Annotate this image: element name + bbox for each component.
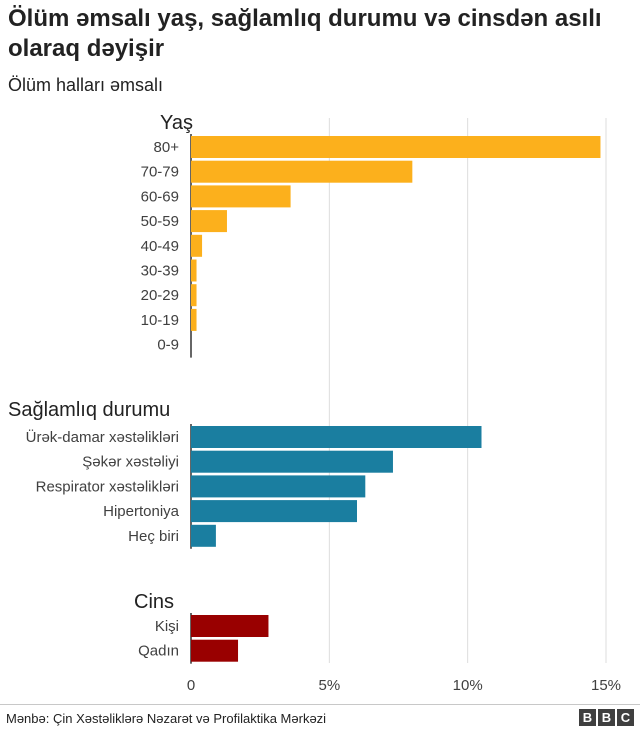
bar xyxy=(191,475,366,498)
logo-letter: B xyxy=(598,709,615,726)
bar xyxy=(191,234,203,257)
category-label: 70-79 xyxy=(141,164,179,181)
source-note: Mənbə: Çin Xəstəliklərə Nəzarət və Profi… xyxy=(6,711,327,726)
category-label: 50-59 xyxy=(141,213,179,230)
bar xyxy=(191,524,216,547)
footer-divider xyxy=(0,704,640,705)
labels: 0 5% 10% 15% Yaş 80+ 70-79 60-69 50-59 40-49 30-39… xyxy=(8,112,621,694)
bar xyxy=(191,615,269,637)
x-tick-label: 5% xyxy=(318,677,340,694)
category-label: Ürək-damar xəstəlikləri xyxy=(26,428,179,446)
bar xyxy=(191,450,393,473)
category-label: Hipertoniya xyxy=(103,503,180,520)
bar xyxy=(191,426,482,448)
category-label: Qadın xyxy=(138,643,179,660)
bar xyxy=(191,185,291,208)
bar xyxy=(191,639,239,662)
bars xyxy=(191,136,601,662)
category-label: 10-19 xyxy=(141,312,179,329)
group-title: Yaş xyxy=(160,112,193,134)
category-label: 30-39 xyxy=(141,263,179,280)
bar xyxy=(191,210,227,233)
category-label: 20-29 xyxy=(141,287,179,304)
category-label: Respirator xəstəlikləri xyxy=(36,478,179,495)
bar-chart: 0 5% 10% 15% Yaş 80+ 70-79 60-69 50-59 40-49 30-39… xyxy=(8,112,621,694)
bbc-logo: B B C xyxy=(579,709,634,726)
category-label: 0-9 xyxy=(157,337,179,354)
bar xyxy=(191,136,601,158)
chart-title: Ölüm əmsalı yaş, sağlamlıq durumu və cin… xyxy=(8,5,602,62)
chart-subtitle: Ölüm halları əmsalı xyxy=(8,75,164,95)
x-tick-label: 10% xyxy=(453,677,483,694)
bar xyxy=(191,284,197,307)
category-label: Heç biri xyxy=(128,528,179,545)
category-label: Kişi xyxy=(155,618,179,635)
category-label: 80+ xyxy=(154,139,180,156)
category-label: 40-49 xyxy=(141,238,179,255)
bar xyxy=(191,500,357,523)
group-title: Cins xyxy=(134,591,174,613)
x-tick-label: 0 xyxy=(187,677,195,694)
category-label: 60-69 xyxy=(141,188,179,205)
bar xyxy=(191,308,197,331)
category-label: Şəkər xəstəliyi xyxy=(82,454,179,471)
group-title: Sağlamlıq durumu xyxy=(8,399,170,421)
logo-letter: B xyxy=(579,709,596,726)
bar xyxy=(191,259,197,282)
logo-letter: C xyxy=(617,709,634,726)
bar xyxy=(191,160,413,183)
x-tick-label: 15% xyxy=(591,677,621,694)
